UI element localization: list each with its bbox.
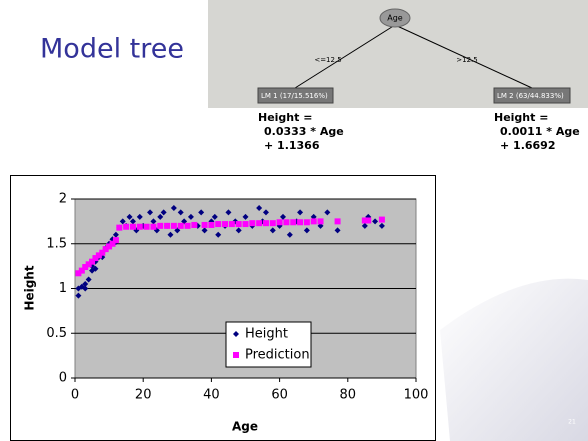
leaf-formula: 0.0011 * Age <box>500 125 580 138</box>
point <box>185 223 191 229</box>
y-tick-label: 0.5 <box>46 326 67 341</box>
y-axis-label: Height <box>23 265 37 310</box>
leaf-formula: + 1.1366 <box>264 139 320 152</box>
point <box>202 222 208 228</box>
point <box>277 219 283 225</box>
point <box>297 219 303 225</box>
slide-number: 21 <box>568 419 576 426</box>
slide-title: Model tree <box>40 34 184 65</box>
legend-marker <box>233 352 239 358</box>
point <box>311 218 317 224</box>
point <box>215 221 221 227</box>
point <box>191 222 197 228</box>
leaf-formula: + 1.6692 <box>500 139 556 152</box>
decoration <box>440 279 588 441</box>
legend-label: Height <box>245 327 288 342</box>
point <box>116 225 122 231</box>
point <box>335 218 341 224</box>
x-tick-label: 100 <box>404 388 429 403</box>
point <box>283 219 289 225</box>
point <box>171 223 177 229</box>
point <box>137 224 143 230</box>
point <box>123 224 129 230</box>
x-tick-label: 20 <box>135 388 152 403</box>
leaf-label: LM 2 (63/44.833%) <box>497 92 564 100</box>
y-tick-label: 0 <box>59 371 67 386</box>
point <box>208 222 214 228</box>
point <box>249 220 255 226</box>
point <box>365 217 371 223</box>
point <box>263 220 269 226</box>
point <box>222 221 228 227</box>
x-axis-label: Age <box>232 420 258 434</box>
x-tick-label: 40 <box>203 388 220 403</box>
leaf-label: LM 1 (17/15.516%) <box>261 92 328 100</box>
edge-label: <=12.5 <box>314 56 341 64</box>
point <box>243 221 249 227</box>
x-tick-label: 60 <box>271 388 288 403</box>
point <box>236 221 242 227</box>
x-tick-label: 80 <box>340 388 357 403</box>
point <box>157 223 163 229</box>
y-tick-label: 1.5 <box>46 236 67 251</box>
leaf-formula: Height = <box>494 111 548 124</box>
node-label: Age <box>387 14 403 23</box>
point <box>113 237 119 243</box>
leaf-formula: Height = <box>258 111 312 124</box>
y-tick-label: 2 <box>59 192 67 207</box>
point <box>270 220 276 226</box>
point <box>178 223 184 229</box>
leaf-formula: 0.0333 * Age <box>264 125 344 138</box>
point <box>304 219 310 225</box>
y-tick-label: 1 <box>59 281 67 296</box>
point <box>150 224 156 230</box>
point <box>130 224 136 230</box>
point <box>256 220 262 226</box>
point <box>318 218 324 224</box>
point <box>144 224 150 230</box>
slide: Model tree Age <=12.5 >12.5 LM 1 (17/15.… <box>0 0 588 441</box>
edge-label: >12.5 <box>456 56 477 64</box>
x-tick-label: 0 <box>71 388 79 403</box>
point <box>290 219 296 225</box>
point <box>379 217 385 223</box>
legend-label: Prediction <box>245 348 310 363</box>
point <box>164 223 170 229</box>
page: Model tree Age <=12.5 >12.5 LM 1 (17/15.… <box>0 0 588 441</box>
point <box>229 221 235 227</box>
